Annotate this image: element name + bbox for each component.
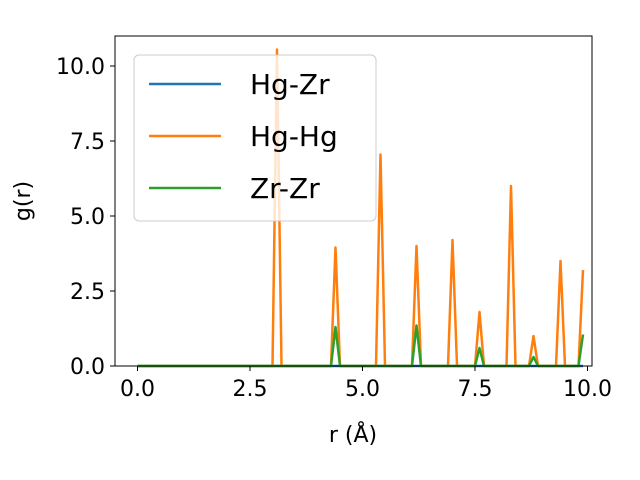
x-axis: 0.0 2.5 5.0 7.5 10.0 (120, 366, 612, 402)
x-tick-label: 5.0 (345, 377, 380, 402)
x-tick-label: 2.5 (233, 377, 268, 402)
x-tick-label: 7.5 (458, 377, 493, 402)
y-tick-label: 5.0 (70, 205, 105, 230)
legend-label: Hg-Zr (250, 68, 330, 101)
legend-label: Hg-Hg (250, 120, 338, 153)
legend: Hg-Zr Hg-Hg Zr-Zr (133, 54, 377, 222)
legend-label: Zr-Zr (250, 172, 320, 205)
y-tick-label: 7.5 (70, 130, 105, 155)
y-tick-label: 0.0 (70, 355, 105, 380)
x-tick-label: 10.0 (563, 377, 612, 402)
legend-box (133, 54, 377, 222)
y-axis: 0.0 2.5 5.0 7.5 10.0 (56, 55, 115, 380)
x-tick-label: 0.0 (120, 377, 155, 402)
y-tick-label: 2.5 (70, 280, 105, 305)
plot-border (114, 35, 593, 367)
x-axis-label: r (Å) (329, 421, 377, 448)
y-tick-label: 10.0 (56, 55, 105, 80)
y-axis-label: g(r) (11, 181, 36, 221)
